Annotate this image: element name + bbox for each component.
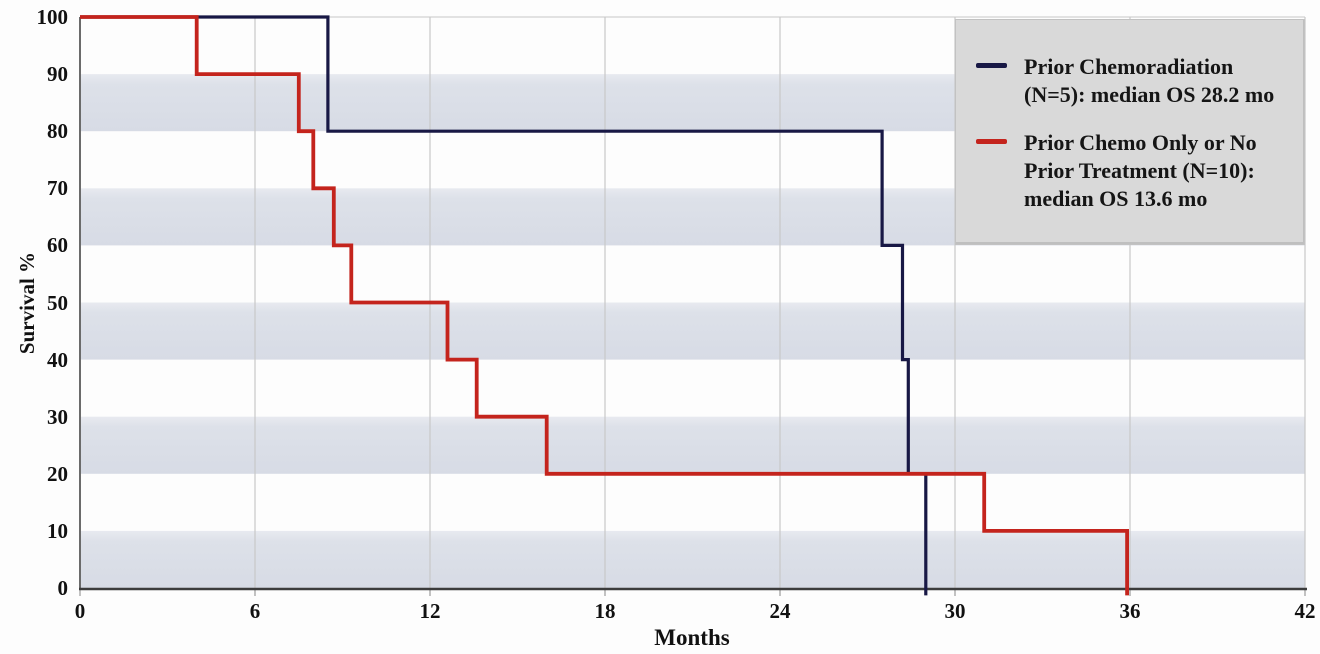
y-tick-label: 0 [57,576,69,600]
legend-marker-icon [976,63,1007,68]
x-tick-label: 30 [944,599,966,623]
x-tick-label: 42 [1294,599,1316,623]
legend-entry-label: Prior Chemoradiation (N=5): median OS 28.… [1024,53,1274,109]
legend-marker-icon [976,139,1007,144]
y-tick-label: 80 [47,119,68,144]
survival-curve-2 [80,15,1129,596]
y-tick-label: 100 [36,5,69,29]
legend-entry-line: median OS 13.6 mo [1024,186,1208,211]
x-tick-label: 18 [594,599,616,623]
legend-entry-label: Prior Chemo Only or No Prior Treatment (N… [1024,129,1257,213]
shaded-band [81,530,1305,588]
x-tick-label: 36 [1119,599,1141,623]
y-tick-label: 60 [47,233,68,258]
x-tick-label: 12 [419,599,441,623]
legend-entry-line: Prior Chemo Only or No [1024,130,1257,155]
y-tick-label: 20 [47,461,68,486]
y-axis-title: Survival % [15,251,39,355]
survival-curves [80,15,1129,596]
legend-entry-line: (N=5): median OS 28.2 mo [1024,82,1275,107]
y-tick-label: 10 [47,518,68,543]
y-tick-label: 30 [47,404,68,429]
y-tick-label: 50 [47,290,68,315]
y-tick-label: 40 [47,347,68,372]
x-tick-label: 24 [769,599,791,623]
axes [79,17,1307,591]
y-tick-label: 70 [47,176,68,201]
legend-entry-1: Prior Chemoradiation (N=5): median OS 28.… [976,53,1294,109]
shaded-band [81,302,1305,360]
x-tick-label: 6 [249,599,261,623]
shaded-band [81,416,1305,474]
legend-entry-line: Prior Chemoradiation [1024,54,1234,79]
legend-entry-2: Prior Chemo Only or No Prior Treatment (N… [976,129,1294,213]
legend-entry-line: Prior Treatment (N=10): [1024,158,1255,183]
y-tick-label: 90 [47,62,68,87]
x-axis-title: Months [654,625,730,650]
legend: Prior Chemoradiation (N=5): median OS 28.… [955,19,1305,245]
x-tick-label: 0 [74,599,86,623]
